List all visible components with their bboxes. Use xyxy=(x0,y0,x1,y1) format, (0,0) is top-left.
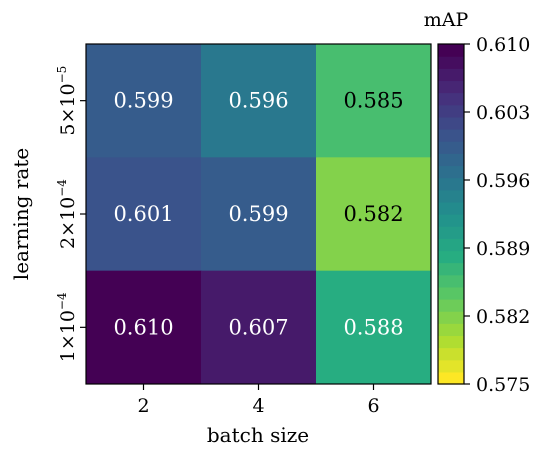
colorbar-tick-label: 0.589 xyxy=(476,238,530,260)
heatmap-cell xyxy=(316,270,432,385)
x-tick-label: 6 xyxy=(367,395,379,417)
colorbar-band xyxy=(438,347,464,361)
y-axis-label: learning rate xyxy=(9,148,33,280)
x-axis-label: batch size xyxy=(207,423,309,447)
heatmap-cell xyxy=(316,157,432,272)
colorbar-band xyxy=(438,262,464,276)
colorbar-band xyxy=(438,323,464,337)
heatmap-cell xyxy=(201,270,317,385)
colorbar-band xyxy=(438,56,464,69)
heatmap-cell xyxy=(86,270,202,385)
colorbar-frame xyxy=(437,43,465,385)
x-tick-label: 4 xyxy=(252,395,264,417)
colorbar-band xyxy=(438,141,464,154)
cell-value-label: 0.607 xyxy=(228,315,288,339)
colorbar-band xyxy=(438,250,464,264)
colorbar-band xyxy=(438,153,464,167)
colorbar-band xyxy=(438,359,464,373)
x-tick-label: 2 xyxy=(137,395,149,417)
heatmap-cell xyxy=(201,157,317,272)
colorbar-tick-label: 0.596 xyxy=(476,170,530,192)
colorbar xyxy=(438,44,464,385)
colorbar-ticks: 0.610 0.603 0.596 0.589 0.582 0.575 xyxy=(464,34,530,396)
cell-value-label: 0.582 xyxy=(343,202,403,226)
colorbar-band xyxy=(438,299,464,312)
colorbar-title: mAP xyxy=(424,9,469,31)
colorbar-band xyxy=(438,177,464,191)
colorbar-band xyxy=(438,311,464,324)
colorbar-band xyxy=(438,189,464,203)
colorbar-tick-label: 0.610 xyxy=(476,34,530,56)
y-tick-label: 5×10−5 xyxy=(55,66,79,136)
cell-value-label: 0.585 xyxy=(343,89,403,113)
heatmap-cells xyxy=(86,44,432,385)
colorbar-band xyxy=(438,371,464,385)
cell-value-label: 0.599 xyxy=(113,89,173,113)
cell-value-label: 0.610 xyxy=(113,315,173,339)
y-tick-label: 1×10−4 xyxy=(55,292,79,362)
colorbar-band xyxy=(438,44,464,57)
y-axis-ticks: 5×10−5 2×10−4 1×10−4 xyxy=(55,66,86,362)
colorbar-band xyxy=(438,80,464,94)
colorbar-band xyxy=(438,116,464,130)
colorbar-tick-label: 0.582 xyxy=(476,306,530,328)
colorbar-tick-label: 0.575 xyxy=(476,374,530,396)
cell-value-label: 0.599 xyxy=(228,202,288,226)
colorbar-band xyxy=(438,238,464,252)
colorbar-band xyxy=(438,274,464,288)
heatmap-cell xyxy=(86,157,202,272)
cell-value-label: 0.596 xyxy=(228,89,288,113)
x-axis-ticks: 2 4 6 xyxy=(137,384,380,417)
colorbar-tick-label: 0.603 xyxy=(476,102,530,124)
colorbar-band xyxy=(438,226,464,239)
heatmap-cell xyxy=(316,44,432,158)
colorbar-band xyxy=(438,286,464,300)
colorbar-band xyxy=(438,104,464,118)
y-tick-label: 2×10−4 xyxy=(55,179,79,249)
colorbar-band xyxy=(438,335,464,349)
cell-value-label: 0.588 xyxy=(343,315,403,339)
colorbar-band xyxy=(438,201,464,215)
cell-value-label: 0.601 xyxy=(113,202,173,226)
colorbar-band xyxy=(438,92,464,106)
heatmap-cell xyxy=(86,44,202,158)
colorbar-band xyxy=(438,129,464,142)
colorbar-band xyxy=(438,68,464,82)
colorbar-band xyxy=(438,165,464,179)
heatmap-cell-labels: 0.599 0.596 0.585 0.601 0.599 0.582 0.610 0.607… xyxy=(113,89,403,340)
colorbar-band xyxy=(438,214,464,227)
heatmap-cell xyxy=(201,44,317,158)
